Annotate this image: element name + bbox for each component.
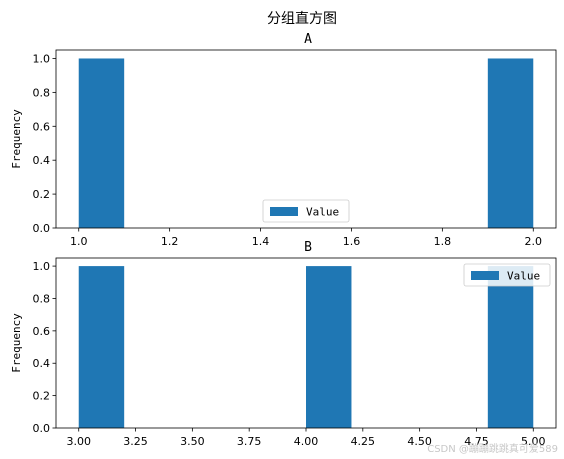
y-tick-label: 0.4: [33, 357, 51, 370]
x-tick-label: 3.75: [237, 435, 262, 448]
y-tick-label: 0.6: [33, 325, 51, 338]
y-axis-label: Frequency: [10, 109, 23, 169]
y-tick-label: 0.0: [33, 222, 51, 235]
x-tick-label: 2.0: [525, 235, 543, 248]
legend-swatch: [270, 207, 298, 216]
histogram-bar: [78, 266, 125, 428]
x-tick-label: 1.6: [343, 235, 361, 248]
legend: Value: [463, 263, 551, 287]
y-tick-label: 0.6: [33, 120, 51, 133]
subplot-title: A: [304, 32, 312, 47]
histogram-bar: [487, 58, 534, 228]
legend-frame: [463, 263, 551, 287]
subplot-title: B: [304, 240, 312, 255]
x-tick-label: 1.2: [161, 235, 179, 248]
x-tick-label: 3.00: [66, 435, 91, 448]
y-axis-label: Frequency: [10, 313, 23, 373]
legend-label: Value: [507, 270, 540, 283]
legend-swatch: [471, 271, 499, 280]
legend: Value: [262, 199, 350, 223]
x-tick-label: 5.00: [521, 435, 546, 448]
y-tick-label: 0.4: [33, 154, 51, 167]
x-tick-label: 4.50: [407, 435, 432, 448]
x-tick-label: 4.25: [351, 435, 376, 448]
x-tick-label: 4.00: [294, 435, 319, 448]
y-tick-label: 1.0: [33, 52, 51, 65]
legend-frame: [262, 199, 350, 223]
x-tick-label: 1.4: [252, 235, 270, 248]
subplot-a: 1.0 1.2 1.4 1.6 1.8 2.0 0.0 0.2 0.4 0.6 0.8 1.0 A Fre…: [10, 32, 557, 248]
y-tick-label: 0.8: [33, 86, 51, 99]
figure-suptitle: 分组直方图: [267, 10, 337, 27]
y-tick-label: 0.8: [33, 292, 51, 305]
y-tick-label: 1.0: [33, 260, 51, 273]
histogram-bar: [78, 58, 125, 228]
x-tick-label: 1.8: [434, 235, 452, 248]
x-tick-label: 1.0: [70, 235, 88, 248]
watermark-text: CSDN @蹦蹦跳跳真可爱589: [427, 442, 558, 455]
y-tick-label: 0.2: [33, 390, 51, 403]
x-tick-label: 4.75: [464, 435, 489, 448]
subplot-b: 3.00 3.25 3.50 3.75 4.00 4.25 4.50 4.75 5.00 0.0 0…: [10, 240, 557, 448]
histogram-bar: [487, 266, 534, 428]
legend-label: Value: [306, 206, 339, 219]
x-tick-label: 3.25: [123, 435, 148, 448]
y-tick-label: 0.0: [33, 422, 51, 435]
histogram-bar: [306, 266, 352, 428]
axes-frame: [55, 49, 557, 229]
x-tick-label: 3.50: [180, 435, 205, 448]
y-tick-label: 0.2: [33, 188, 51, 201]
